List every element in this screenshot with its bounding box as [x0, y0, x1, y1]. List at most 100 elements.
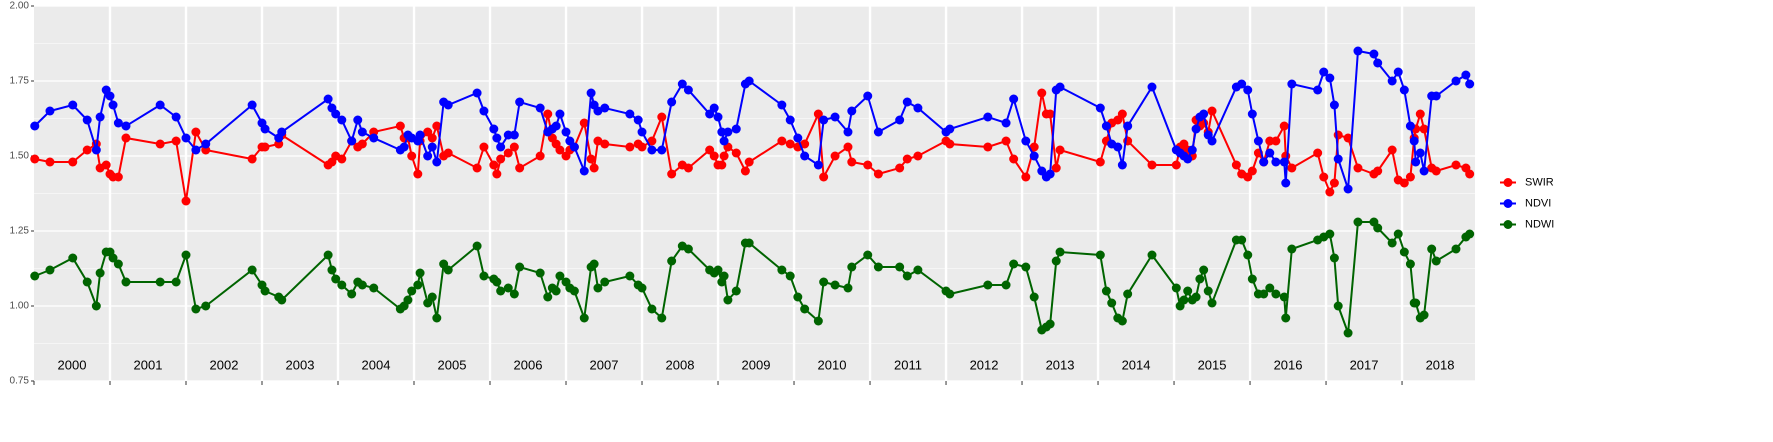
y-tick-label: 1.00: [10, 301, 30, 312]
point: [819, 115, 829, 125]
point: [479, 106, 489, 116]
point: [492, 169, 502, 179]
point: [777, 136, 787, 146]
point: [1387, 145, 1397, 155]
point: [155, 139, 165, 149]
point: [432, 121, 442, 131]
point: [683, 85, 693, 95]
point: [740, 166, 750, 176]
point: [503, 148, 513, 158]
point: [1171, 160, 1181, 170]
point: [1001, 136, 1011, 146]
point: [1419, 166, 1429, 176]
point: [277, 295, 287, 305]
point: [719, 271, 729, 281]
point: [68, 100, 78, 110]
point: [1451, 76, 1461, 86]
x-tick-label: 2008: [666, 357, 695, 372]
point: [667, 169, 677, 179]
point: [413, 280, 423, 290]
point: [1333, 154, 1343, 164]
point: [1369, 49, 1379, 59]
point: [667, 256, 677, 266]
point: [1001, 118, 1011, 128]
point: [1415, 148, 1425, 158]
point: [1353, 46, 1363, 56]
point: [830, 151, 840, 161]
point: [113, 259, 123, 269]
point: [1431, 256, 1441, 266]
point: [171, 136, 181, 146]
point: [181, 133, 191, 143]
point: [637, 142, 647, 152]
point: [30, 271, 40, 281]
point: [847, 157, 857, 167]
point: [1319, 172, 1329, 182]
point: [337, 154, 347, 164]
point: [863, 160, 873, 170]
point: [415, 130, 425, 140]
point: [472, 241, 482, 251]
point: [800, 304, 810, 314]
point: [785, 115, 795, 125]
point: [1253, 136, 1263, 146]
point: [472, 88, 482, 98]
point: [1287, 163, 1297, 173]
point: [357, 139, 367, 149]
point: [1313, 148, 1323, 158]
point: [1243, 85, 1253, 95]
point: [1353, 163, 1363, 173]
point: [68, 253, 78, 263]
point: [407, 286, 417, 296]
point: [647, 304, 657, 314]
y-tick-label: 0.75: [10, 376, 30, 387]
legend-label: SWIR: [1525, 176, 1554, 188]
point: [913, 103, 923, 113]
point: [555, 145, 565, 155]
point: [785, 139, 795, 149]
point: [1055, 145, 1065, 155]
point: [600, 103, 610, 113]
point: [1333, 130, 1343, 140]
legend-label: NDVI: [1525, 197, 1551, 209]
point: [863, 250, 873, 260]
point: [657, 145, 667, 155]
point: [30, 154, 40, 164]
point: [1287, 244, 1297, 254]
point: [1231, 160, 1241, 170]
point: [819, 172, 829, 182]
point: [395, 121, 405, 131]
point: [1399, 85, 1409, 95]
point: [337, 115, 347, 125]
point: [509, 289, 519, 299]
point: [113, 118, 123, 128]
point: [593, 283, 603, 293]
point: [247, 265, 257, 275]
point: [902, 154, 912, 164]
point: [1451, 160, 1461, 170]
point: [551, 121, 561, 131]
point: [945, 124, 955, 134]
point: [1237, 79, 1247, 89]
point: [647, 136, 657, 146]
point: [403, 295, 413, 305]
point: [1183, 286, 1193, 296]
point: [785, 271, 795, 281]
point: [800, 139, 810, 149]
point: [1199, 109, 1209, 119]
point: [913, 151, 923, 161]
point: [68, 157, 78, 167]
point: [657, 313, 667, 323]
point: [413, 169, 423, 179]
point: [1461, 70, 1471, 80]
point: [171, 112, 181, 122]
point: [535, 103, 545, 113]
point: [1399, 247, 1409, 257]
point: [1117, 160, 1127, 170]
point: [1279, 157, 1289, 167]
point: [1431, 91, 1441, 101]
point: [1281, 313, 1291, 323]
point: [108, 100, 118, 110]
x-tick-label: 2017: [1350, 357, 1379, 372]
point: [1191, 124, 1201, 134]
